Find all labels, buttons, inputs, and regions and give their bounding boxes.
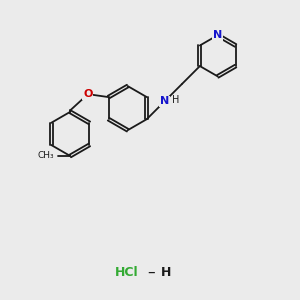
Text: N: N: [160, 97, 169, 106]
Text: –: –: [148, 265, 155, 280]
Text: N: N: [213, 30, 222, 40]
Text: HCl: HCl: [115, 266, 138, 279]
Text: H: H: [161, 266, 171, 279]
Text: O: O: [83, 89, 93, 99]
Text: H: H: [172, 95, 179, 105]
Text: CH₃: CH₃: [38, 152, 54, 160]
